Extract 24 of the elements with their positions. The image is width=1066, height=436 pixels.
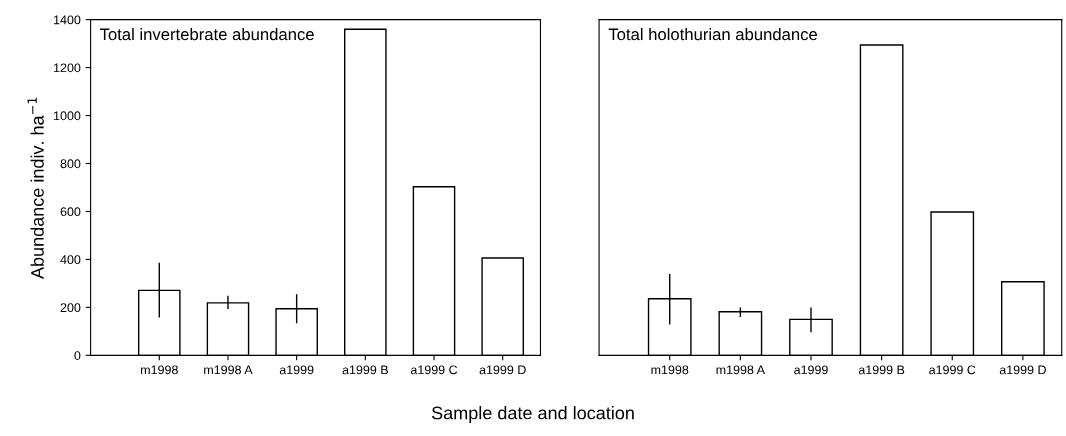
- x-tick-label: a1999 B: [342, 365, 388, 375]
- y-tick-label: 600: [60, 207, 81, 217]
- x-tick-label: a1999 D: [479, 365, 526, 375]
- x-tick-label: a1999 C: [410, 365, 458, 375]
- y-tick-label: 800: [60, 159, 81, 169]
- x-tick-label: m1998 A: [716, 365, 766, 375]
- x-tick-label: m1998: [651, 365, 689, 375]
- y-tick-label: 200: [60, 303, 81, 313]
- x-tick-label: m1998: [141, 365, 178, 375]
- y-tick-label: 1400: [54, 15, 81, 25]
- x-tick-label: a1999 B: [858, 365, 905, 375]
- x-tick-label: a1999: [794, 365, 828, 375]
- x-tick-label: a1999 C: [929, 365, 976, 375]
- x-axis-title: Sample date and location: [431, 406, 634, 423]
- y-tick-label: 1000: [54, 111, 81, 121]
- y-axis-title: Abundance indiv. ha$^{−1}$: [27, 97, 44, 279]
- y-tick-label: 400: [60, 255, 81, 265]
- y-tick-label: 0: [74, 351, 81, 360]
- x-tick-label: a1999 D: [999, 365, 1046, 375]
- x-tick-label: m1998 A: [204, 365, 253, 375]
- x-tick-label: a1999: [279, 365, 314, 375]
- y-tick-label: 1200: [54, 63, 81, 73]
- chart-title: Total holothurian abundance: [608, 28, 818, 41]
- chart-title: Total invertebrate abundance: [99, 28, 314, 41]
